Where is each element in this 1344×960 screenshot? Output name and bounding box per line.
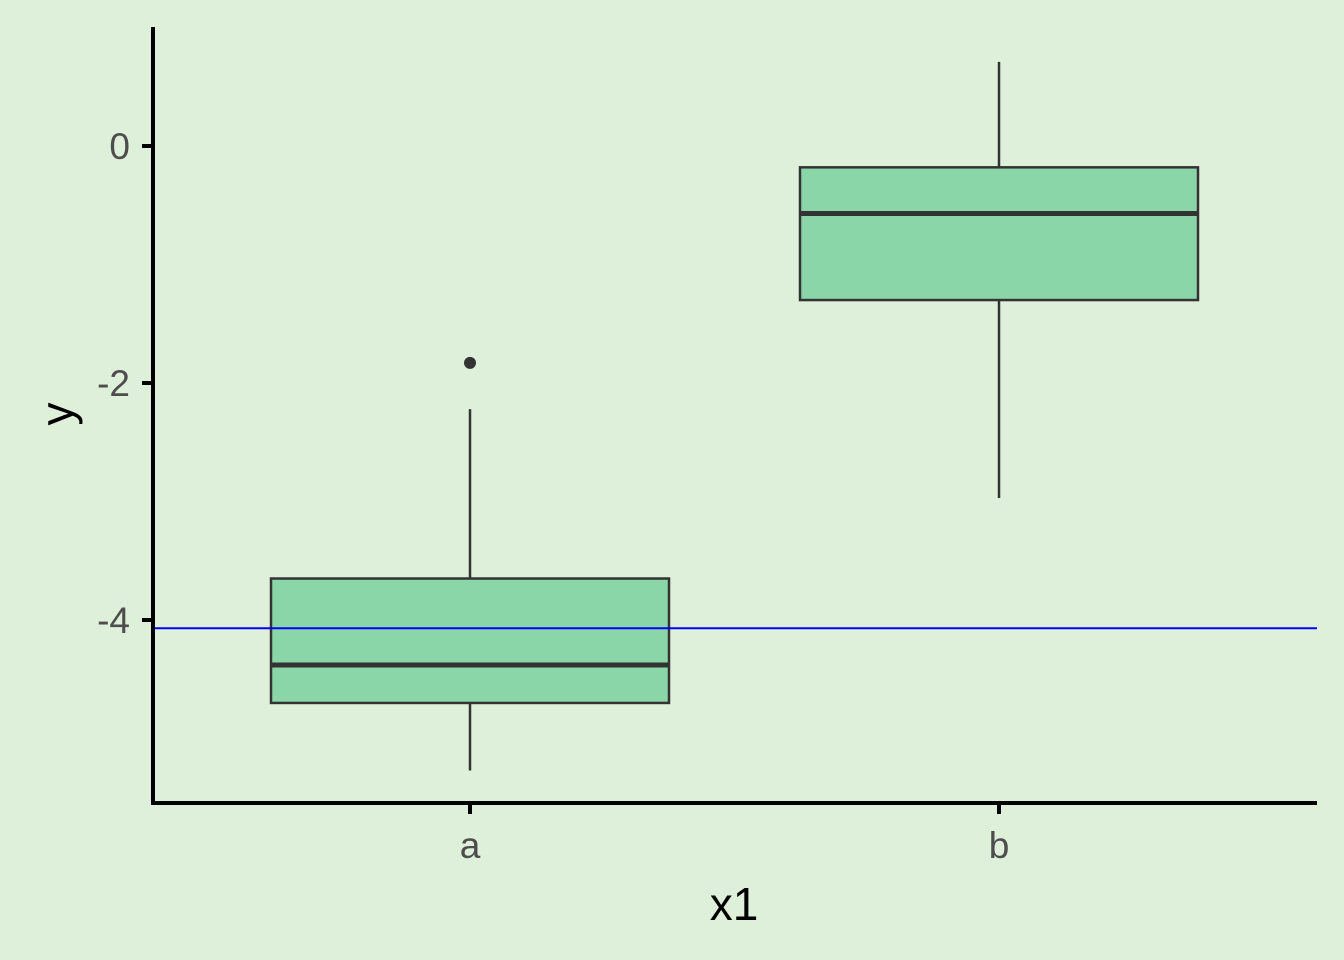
x-tick-label: b [989, 825, 1010, 866]
y-tick-label: 0 [109, 126, 130, 167]
boxes-layer [269, 61, 1200, 771]
x-tick-label: a [460, 825, 481, 866]
y-tick-label: -4 [97, 600, 130, 641]
box-group-b [798, 61, 1200, 498]
y-ticks-layer: 0 -2 -4 [97, 126, 153, 641]
box-b [798, 166, 1200, 302]
outlier-point-a-0 [464, 356, 476, 369]
y-axis-title: y [31, 403, 83, 426]
x-axis-title: x1 [710, 878, 759, 930]
y-tick-label: -2 [97, 363, 130, 404]
box-a [269, 577, 671, 705]
box-group-a [269, 356, 671, 771]
